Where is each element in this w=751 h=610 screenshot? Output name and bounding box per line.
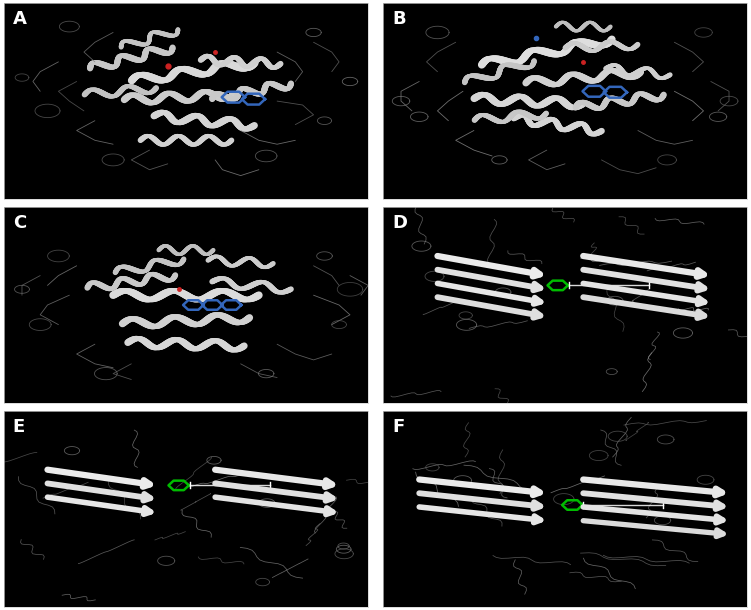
Text: F: F	[392, 418, 404, 436]
Text: E: E	[13, 418, 25, 436]
Text: A: A	[13, 10, 27, 28]
Text: C: C	[13, 214, 26, 232]
Text: B: B	[392, 10, 406, 28]
Text: D: D	[392, 214, 407, 232]
